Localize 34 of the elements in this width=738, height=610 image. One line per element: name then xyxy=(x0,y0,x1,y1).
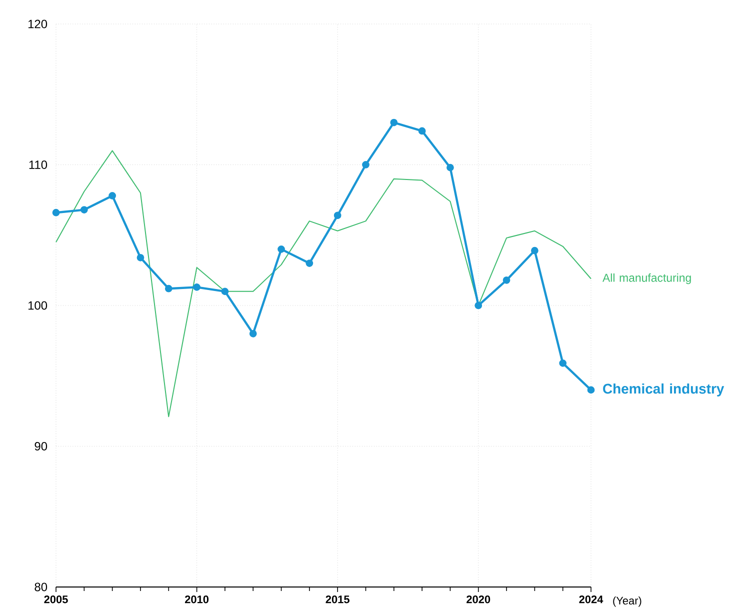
series-label: All manufacturing xyxy=(602,273,691,284)
x-tick-label: 2020 xyxy=(466,596,490,604)
point xyxy=(502,276,510,284)
point xyxy=(164,284,172,292)
point xyxy=(334,212,342,220)
y-tick-label: 100 xyxy=(28,301,48,310)
point xyxy=(531,246,538,254)
point xyxy=(390,118,398,126)
y-tick-label: 90 xyxy=(34,442,48,450)
point xyxy=(278,246,285,253)
line-series xyxy=(56,150,592,418)
y-tick-label: 120 xyxy=(28,20,48,28)
point xyxy=(108,192,116,200)
point xyxy=(80,206,88,214)
x-tick-label: 2005 xyxy=(44,596,68,604)
point xyxy=(446,164,454,172)
point xyxy=(306,260,314,267)
x-axis-title: (Year) xyxy=(613,596,642,607)
point xyxy=(249,330,257,338)
point xyxy=(474,302,482,310)
point xyxy=(559,360,567,367)
point xyxy=(193,284,200,291)
y-tick-label: 110 xyxy=(29,160,48,169)
x-tick-label: 2024 xyxy=(579,596,604,604)
point xyxy=(362,161,370,168)
y-tick-label: 80 xyxy=(34,582,48,592)
x-tick-label: 2010 xyxy=(184,596,209,604)
point xyxy=(418,127,426,135)
point xyxy=(136,254,144,262)
x-tick-label: 2015 xyxy=(326,596,350,604)
series-label: Chemical industry xyxy=(603,383,724,396)
point xyxy=(221,288,229,296)
point xyxy=(52,208,60,216)
point xyxy=(587,386,595,394)
